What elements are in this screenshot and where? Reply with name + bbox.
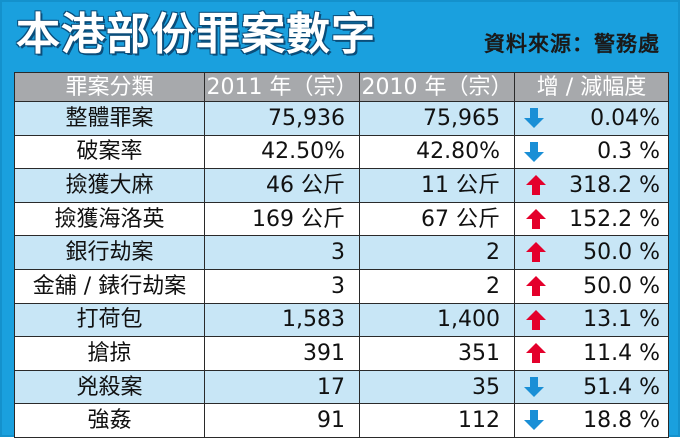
table-row: 撿獲海洛英 169 公斤 67 公斤 152.2 %: [14, 201, 669, 237]
cell-change: 50.0 %: [514, 268, 669, 304]
change-value: 318.2 %: [569, 172, 660, 198]
cell-2010: 1,400: [359, 302, 515, 338]
cell-2011: 91: [204, 403, 360, 438]
up-arrow-icon: [526, 208, 546, 229]
down-arrow-icon: [524, 376, 544, 397]
up-arrow-icon: [526, 309, 546, 330]
change-value: 13.1 %: [583, 307, 660, 333]
cell-category: 兇殺案: [14, 369, 205, 405]
cell-change: 50.0 %: [514, 235, 669, 270]
cell-change: 11.4 %: [514, 336, 669, 371]
change-value: 11.4 %: [583, 340, 660, 366]
cell-change: 0.3 %: [514, 134, 669, 170]
cell-change: 18.8 %: [514, 403, 669, 438]
cell-category: 撿獲大麻: [14, 168, 205, 203]
table-row: 銀行劫案 3 2 50.0 %: [14, 235, 669, 270]
cell-2011: 3: [204, 268, 360, 304]
cell-2011: 75,936: [204, 101, 360, 136]
page-title: 本港部份罪案數字: [16, 9, 376, 60]
cell-2011: 169 公斤: [204, 201, 360, 237]
table-row: 整體罪案 75,936 75,965 0.04%: [14, 101, 669, 136]
cell-category: 破案率: [14, 134, 205, 170]
change-value: 152.2 %: [569, 206, 660, 232]
up-arrow-icon: [526, 242, 546, 263]
cell-2010: 35: [359, 369, 515, 405]
cell-2011: 17: [204, 369, 360, 405]
cell-category: 搶掠: [14, 336, 205, 371]
table-row: 打荷包 1,583 1,400 13.1 %: [14, 302, 669, 338]
cell-2010: 75,965: [359, 101, 515, 136]
change-value: 50.0 %: [583, 240, 660, 266]
cell-category: 撿獲海洛英: [14, 201, 205, 237]
change-value: 0.04%: [590, 105, 660, 131]
change-value: 0.3 %: [597, 139, 660, 165]
cell-category: 整體罪案: [14, 101, 205, 136]
title-bar: 本港部份罪案數字 資料來源：警務處: [2, 2, 678, 70]
cell-change: 51.4 %: [514, 369, 669, 405]
down-arrow-icon: [524, 108, 544, 128]
cell-change: 0.04%: [514, 101, 669, 136]
cell-2011: 46 公斤: [204, 168, 360, 203]
table-body: 整體罪案 75,936 75,965 0.04% 破案率 42.50% 42.80% 0.3 …: [14, 101, 669, 438]
cell-2011: 1,583: [204, 302, 360, 338]
cell-2011: 391: [204, 336, 360, 371]
crime-stats-table: 罪案分類 2011 年（宗） 2010 年（宗） 增 / 減幅度 整體罪案 75,…: [14, 72, 669, 438]
cell-change: 318.2 %: [514, 168, 669, 203]
cell-2011: 3: [204, 235, 360, 270]
up-arrow-icon: [526, 275, 546, 296]
cell-category: 金舖 / 錶行劫案: [14, 268, 205, 304]
source-credit: 資料來源：警務處: [484, 31, 660, 56]
column-header-category: 罪案分類: [14, 72, 205, 102]
change-value: 51.4 %: [583, 374, 660, 400]
table-row: 撿獲大麻 46 公斤 11 公斤 318.2 %: [14, 168, 669, 203]
cell-2010: 2: [359, 235, 515, 270]
table-header-row: 罪案分類 2011 年（宗） 2010 年（宗） 增 / 減幅度: [14, 72, 669, 102]
cell-2010: 67 公斤: [359, 201, 515, 237]
cell-2010: 2: [359, 268, 515, 304]
column-header-2011: 2011 年（宗）: [204, 72, 360, 102]
table-row: 破案率 42.50% 42.80% 0.3 %: [14, 134, 669, 170]
column-header-2010: 2010 年（宗）: [359, 72, 515, 102]
cell-2010: 351: [359, 336, 515, 371]
change-value: 50.0 %: [583, 273, 660, 299]
table-row: 金舖 / 錶行劫案 3 2 50.0 %: [14, 268, 669, 304]
down-arrow-icon: [524, 410, 544, 431]
table-row: 搶掠 391 351 11.4 %: [14, 336, 669, 371]
cell-category: 銀行劫案: [14, 235, 205, 270]
change-value: 18.8 %: [583, 408, 660, 434]
up-arrow-icon: [526, 343, 546, 364]
down-arrow-icon: [524, 141, 544, 162]
cell-category: 打荷包: [14, 302, 205, 338]
cell-2010: 11 公斤: [359, 168, 515, 203]
column-header-change: 增 / 減幅度: [514, 72, 669, 102]
cell-2010: 42.80%: [359, 134, 515, 170]
up-arrow-icon: [526, 175, 546, 196]
cell-2011: 42.50%: [204, 134, 360, 170]
cell-category: 強姦: [14, 403, 205, 438]
cell-change: 152.2 %: [514, 201, 669, 237]
cell-change: 13.1 %: [514, 302, 669, 338]
table-row: 兇殺案 17 35 51.4 %: [14, 369, 669, 405]
table-row: 強姦 91 112 18.8 %: [14, 403, 669, 438]
cell-2010: 112: [359, 403, 515, 438]
